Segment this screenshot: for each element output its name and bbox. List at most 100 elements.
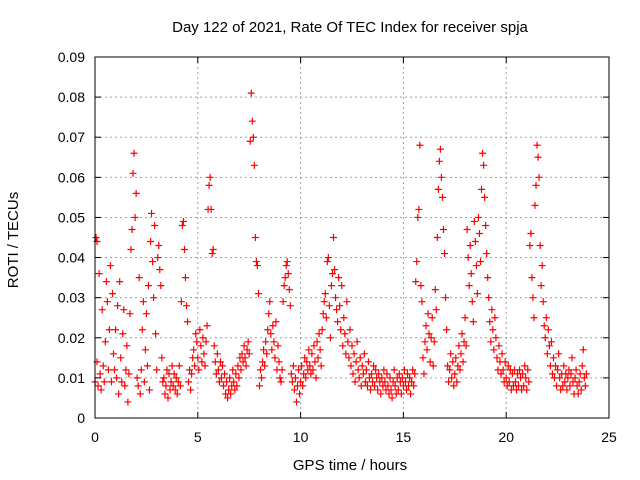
- data-point: [395, 370, 403, 378]
- data-point: [132, 189, 140, 197]
- data-point: [100, 378, 108, 386]
- data-point: [460, 338, 468, 346]
- data-point: [487, 338, 495, 346]
- data-point: [213, 350, 221, 358]
- data-point: [282, 262, 290, 270]
- data-point: [462, 342, 470, 350]
- data-point: [289, 362, 297, 370]
- data-point: [552, 362, 560, 370]
- data-point: [312, 374, 320, 382]
- data-point: [226, 374, 234, 382]
- data-point: [520, 382, 528, 390]
- data-point: [265, 310, 273, 318]
- data-point: [418, 298, 426, 306]
- data-point: [380, 366, 388, 374]
- data-point: [207, 205, 215, 213]
- data-point: [257, 366, 265, 374]
- data-point: [530, 314, 538, 322]
- data-point: [369, 378, 377, 386]
- data-point: [232, 370, 240, 378]
- data-point: [361, 378, 369, 386]
- data-point: [148, 209, 156, 217]
- grid-lines: [95, 57, 609, 418]
- data-point: [106, 262, 114, 270]
- data-point: [482, 221, 490, 229]
- data-point: [122, 366, 130, 374]
- data-point: [435, 157, 443, 165]
- data-point: [566, 382, 574, 390]
- data-point: [217, 374, 225, 382]
- data-point: [436, 145, 444, 153]
- data-point: [323, 258, 331, 266]
- data-point: [333, 306, 341, 314]
- data-point: [532, 181, 540, 189]
- data-point: [311, 358, 319, 366]
- data-point: [538, 262, 546, 270]
- data-point: [116, 278, 124, 286]
- data-point: [249, 133, 257, 141]
- data-point: [129, 169, 137, 177]
- data-point: [184, 318, 192, 326]
- data-point: [511, 378, 519, 386]
- data-point: [407, 390, 415, 398]
- data-point: [245, 350, 253, 358]
- data-point: [142, 310, 150, 318]
- data-point: [401, 378, 409, 386]
- data-point: [527, 229, 535, 237]
- x-tick-labels: 0 5 10 15 20 25: [91, 429, 617, 445]
- data-point: [259, 358, 267, 366]
- y-tick-label: 0.06: [58, 169, 85, 185]
- data-point: [342, 350, 350, 358]
- x-axis-label: GPS time / hours: [293, 457, 407, 474]
- data-point: [576, 370, 584, 378]
- data-point: [350, 350, 358, 358]
- data-point: [347, 362, 355, 370]
- data-point: [545, 342, 553, 350]
- data-point: [384, 382, 392, 390]
- data-point: [412, 278, 420, 286]
- data-point: [131, 213, 139, 221]
- data-point: [451, 370, 459, 378]
- data-point: [481, 193, 489, 201]
- data-point: [443, 326, 451, 334]
- data-point: [279, 298, 287, 306]
- data-point: [327, 282, 335, 290]
- data-point: [358, 362, 366, 370]
- data-point: [205, 181, 213, 189]
- data-point: [115, 390, 123, 398]
- data-point: [581, 382, 589, 390]
- y-tick-labels: 0 0.01 0.02 0.03 0.04 0.05 0.06 0.07 0.08 0.09: [58, 49, 85, 426]
- data-point: [120, 306, 128, 314]
- data-point: [241, 354, 249, 362]
- data-point: [355, 374, 363, 382]
- y-tick-label: 0: [77, 410, 85, 426]
- data-point: [108, 290, 116, 298]
- data-point: [105, 326, 113, 334]
- data-point: [112, 326, 120, 334]
- data-point: [227, 390, 235, 398]
- data-points: [91, 89, 590, 406]
- data-point: [111, 366, 119, 374]
- data-point: [175, 362, 183, 370]
- data-point: [335, 274, 343, 282]
- data-point: [291, 374, 299, 382]
- data-point: [465, 282, 473, 290]
- data-point: [426, 358, 434, 366]
- data-point: [432, 306, 440, 314]
- data-point: [472, 262, 480, 270]
- data-point: [319, 310, 327, 318]
- data-point: [152, 330, 160, 338]
- data-point: [181, 274, 189, 282]
- data-point: [411, 370, 419, 378]
- data-point: [337, 326, 345, 334]
- data-point: [99, 362, 107, 370]
- x-tick-label: 10: [293, 429, 309, 445]
- data-point: [285, 286, 293, 294]
- data-point: [409, 366, 417, 374]
- data-point: [97, 386, 105, 394]
- data-point: [244, 338, 252, 346]
- data-point: [292, 398, 300, 406]
- data-point: [133, 374, 141, 382]
- data-point: [170, 370, 178, 378]
- data-point: [296, 390, 304, 398]
